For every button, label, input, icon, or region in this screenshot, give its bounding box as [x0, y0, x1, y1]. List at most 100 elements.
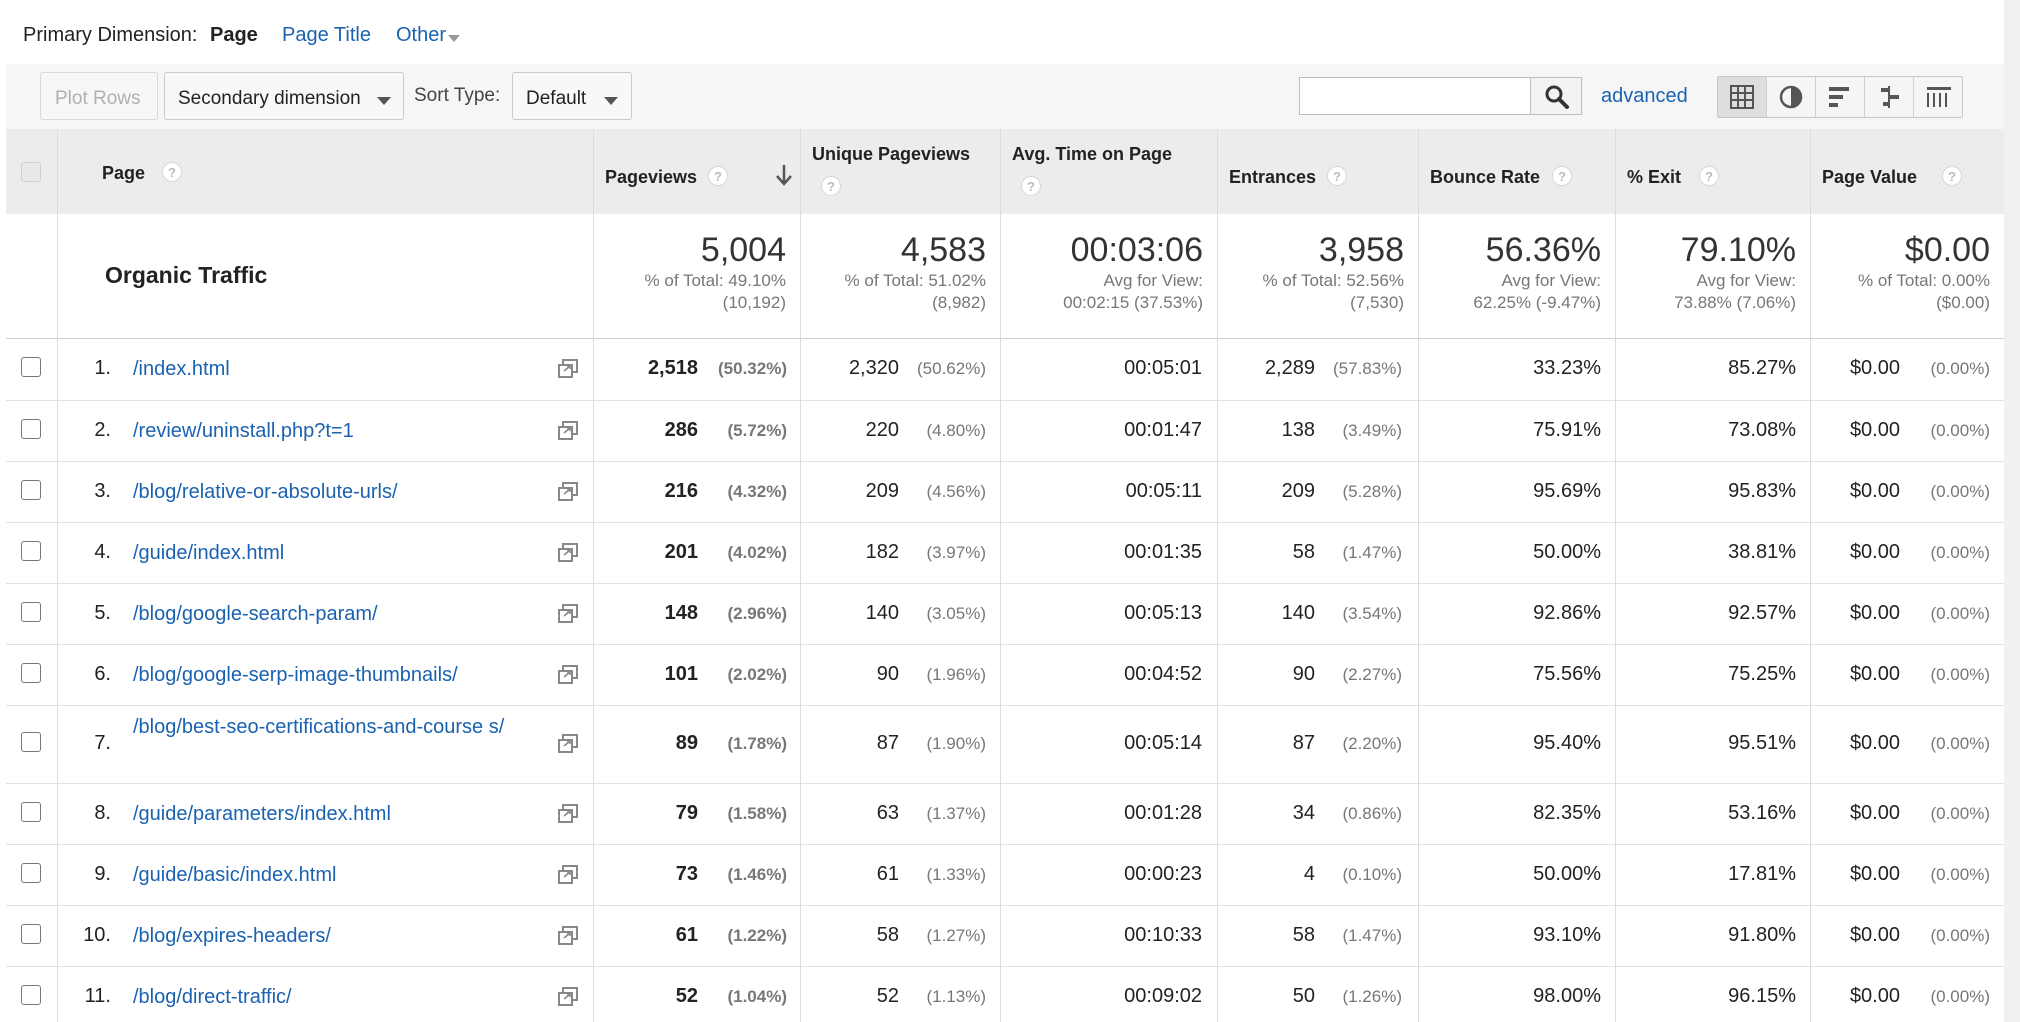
col-page-header[interactable]: Page ? — [57, 129, 593, 214]
row-checkbox[interactable] — [21, 732, 41, 752]
plot-rows-button[interactable]: Plot Rows — [40, 72, 158, 120]
pie-view-button[interactable] — [1767, 77, 1816, 117]
open-external-icon[interactable] — [557, 542, 579, 564]
help-icon[interactable]: ? — [708, 166, 728, 186]
help-icon[interactable]: ? — [821, 176, 841, 196]
row-checkbox[interactable] — [21, 802, 41, 822]
page-link[interactable]: /index.html — [133, 358, 230, 380]
unique-pageviews-cell: 61 (1.33%) — [800, 844, 1000, 905]
col-pageviews-header[interactable]: Pageviews ? — [593, 129, 800, 214]
help-icon[interactable]: ? — [1552, 166, 1572, 186]
page-link[interactable]: /blog/google-serp-image-thumbnails/ — [133, 664, 458, 686]
primary-dimension-other[interactable]: Other — [396, 24, 447, 46]
page-value-cell: $0.00 (0.00%) — [1810, 966, 2004, 1022]
col-page-value-label: Page Value — [1822, 167, 1918, 187]
page-link[interactable]: /blog/expires-headers/ — [133, 925, 331, 947]
table-search-input[interactable] — [1299, 77, 1531, 115]
open-external-icon[interactable] — [557, 803, 579, 825]
chevron-down-icon[interactable] — [448, 35, 460, 42]
row-checkbox[interactable] — [21, 419, 41, 439]
open-external-icon[interactable] — [557, 986, 579, 1008]
unique-pageviews-cell: 2,320 (50.62%) — [800, 338, 1000, 400]
exit-cell: 38.81% — [1615, 522, 1810, 583]
totals-sub-line: Avg for View: — [1103, 271, 1203, 290]
row-checkbox[interactable] — [21, 863, 41, 883]
page-value-percent: (0.00%) — [1930, 421, 1990, 440]
primary-dimension-page-title[interactable]: Page Title — [282, 24, 371, 46]
page-link[interactable]: /blog/direct-traffic/ — [133, 986, 292, 1008]
scrollbar-gutter[interactable] — [2004, 0, 2020, 1022]
row-checkbox[interactable] — [21, 480, 41, 500]
row-checkbox[interactable] — [21, 602, 41, 622]
pageviews-percent: (1.78%) — [727, 734, 787, 753]
exit-value: 96.15% — [1728, 985, 1796, 1007]
pageviews-value: 52 — [675, 985, 698, 1007]
bounce-rate-value: 50.00% — [1533, 541, 1601, 563]
exit-value: 73.08% — [1728, 419, 1796, 441]
open-external-icon[interactable] — [557, 420, 579, 442]
avg-time-value: 00:05:01 — [1124, 357, 1202, 379]
open-external-icon[interactable] — [557, 864, 579, 886]
sort-type-dropdown[interactable]: Default — [512, 72, 632, 120]
avg-time-cell: 00:10:33 — [1000, 905, 1217, 966]
col-unique-pageviews-header[interactable]: Unique Pageviews ? — [800, 129, 1000, 214]
help-icon[interactable]: ? — [162, 162, 182, 182]
totals-sub-line: (10,192) — [722, 293, 786, 312]
row-checkbox[interactable] — [21, 985, 41, 1005]
avg-time-cell: 00:04:52 — [1000, 644, 1217, 705]
bar-view-button[interactable] — [1816, 77, 1865, 117]
open-external-icon[interactable] — [557, 925, 579, 947]
sort-descending-icon[interactable] — [774, 163, 794, 187]
entrances-percent: (1.47%) — [1342, 926, 1402, 945]
pageviews-value: 201 — [664, 541, 698, 563]
totals-value: 5,004 — [700, 231, 786, 269]
advanced-filter-link[interactable]: advanced — [1601, 85, 1688, 107]
help-icon[interactable]: ? — [1942, 166, 1962, 186]
row-checkbox[interactable] — [21, 924, 41, 944]
primary-dimension-current[interactable]: Page — [210, 24, 258, 46]
bounce-rate-cell: 93.10% — [1418, 905, 1615, 966]
help-icon[interactable]: ? — [1699, 166, 1719, 186]
select-all-checkbox[interactable] — [21, 162, 41, 182]
totals-entrances-block: 3,958 % of Total: 52.56% (7,530) — [1263, 230, 1404, 314]
page-link[interactable]: /review/uninstall.php?t=1 — [133, 420, 354, 442]
search-button[interactable] — [1530, 77, 1582, 115]
col-avg-time-header[interactable]: Avg. Time on Page ? — [1000, 129, 1217, 214]
row-checkbox[interactable] — [21, 663, 41, 683]
page-link[interactable]: /guide/parameters/index.html — [133, 803, 391, 825]
pageviews-value: 101 — [664, 663, 698, 685]
col-avg-time-label: Avg. Time on Page — [1012, 144, 1173, 164]
open-external-icon[interactable] — [557, 481, 579, 503]
page-link[interactable]: /guide/index.html — [133, 542, 285, 564]
unique-pageviews-percent: (3.05%) — [926, 604, 986, 623]
table-view-button[interactable] — [1718, 77, 1767, 117]
pivot-view-button[interactable] — [1914, 77, 1963, 117]
page-link[interactable]: /blog/google-search-param/ — [133, 603, 378, 625]
open-external-icon[interactable] — [557, 733, 579, 755]
comparison-view-button[interactable] — [1865, 77, 1914, 117]
col-entrances-header[interactable]: Entrances ? — [1217, 129, 1418, 214]
row-checkbox[interactable] — [21, 357, 41, 377]
page-link[interactable]: /guide/basic/index.html — [133, 864, 337, 886]
secondary-dimension-dropdown[interactable]: Secondary dimension — [164, 72, 404, 120]
unique-pageviews-percent: (50.62%) — [917, 359, 986, 378]
row-number: 2. — [94, 419, 111, 441]
col-exit-header[interactable]: % Exit ? — [1615, 129, 1810, 214]
help-icon[interactable]: ? — [1021, 176, 1041, 196]
entrances-percent: (3.49%) — [1342, 421, 1402, 440]
page-value-percent: (0.00%) — [1930, 359, 1990, 378]
sort-type-value: Default — [526, 88, 587, 109]
row-checkbox[interactable] — [21, 541, 41, 561]
page-link[interactable]: /blog/best-seo-certifications-and-course… — [133, 716, 505, 738]
help-icon[interactable]: ? — [1327, 166, 1347, 186]
open-external-icon[interactable] — [557, 603, 579, 625]
page-cell: 10. /blog/expires-headers/ — [57, 905, 593, 966]
col-bounce-rate-header[interactable]: Bounce Rate ? — [1418, 129, 1615, 214]
entrances-percent: (3.54%) — [1342, 604, 1402, 623]
page-link[interactable]: /blog/relative-or-absolute-urls/ — [133, 481, 398, 503]
open-external-icon[interactable] — [557, 358, 579, 380]
bounce-rate-cell: 98.00% — [1418, 966, 1615, 1022]
col-page-value-header[interactable]: Page Value ? — [1810, 129, 2004, 214]
pageviews-percent: (2.02%) — [727, 665, 787, 684]
open-external-icon[interactable] — [557, 664, 579, 686]
